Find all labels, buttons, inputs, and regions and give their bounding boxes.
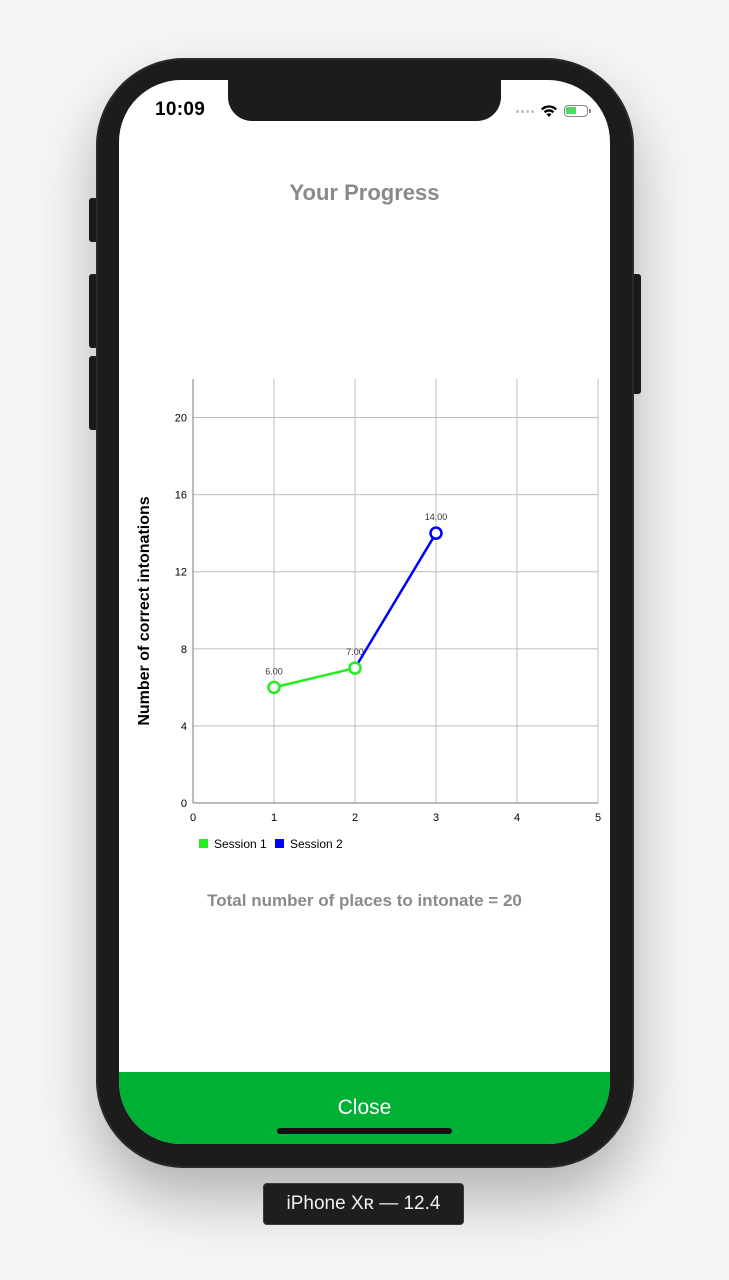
battery-charging-icon <box>564 105 591 117</box>
legend-label-1: Session 1 <box>214 837 267 851</box>
x-tick-label-4: 4 <box>514 812 520 824</box>
x-tick-label-2: 2 <box>352 812 358 824</box>
legend-swatch-1 <box>199 839 208 848</box>
data-point-s2-2 <box>429 526 443 540</box>
legend-label-2: Session 2 <box>290 837 343 851</box>
status-icons <box>516 101 591 121</box>
close-button-label: Close <box>337 1096 392 1119</box>
legend-swatch-2 <box>275 839 284 848</box>
data-label-s2-2: 14.00 <box>425 512 448 522</box>
data-label-s1-2: 7.00 <box>346 647 364 657</box>
y-axis-label: Number of correct intonations <box>136 496 153 725</box>
signal-icon <box>516 109 534 113</box>
y-tick-label-0: 0 <box>181 798 187 810</box>
y-tick-label-12: 12 <box>175 567 187 579</box>
x-tick-label-0: 0 <box>190 812 196 824</box>
y-tick-label-8: 8 <box>181 644 187 656</box>
data-label-s1-1: 6.00 <box>265 666 283 676</box>
device-label: iPhone Xʀ — 12.4 <box>263 1183 464 1225</box>
home-indicator <box>277 1128 452 1134</box>
notch <box>228 80 501 121</box>
power-button <box>632 274 641 394</box>
page-title: Your Progress <box>289 180 440 205</box>
status-time: 10:09 <box>155 99 206 120</box>
volume-up-button <box>89 274 98 348</box>
x-tick-label-1: 1 <box>271 812 277 824</box>
volume-down-button <box>89 356 98 430</box>
data-point-s1-1 <box>267 680 281 695</box>
total-places-text: Total number of places to intonate = 20 <box>207 891 522 910</box>
series-line-2 <box>353 532 438 669</box>
wifi-icon <box>541 105 557 117</box>
y-tick-label-4: 4 <box>181 721 187 733</box>
x-tick-label-5: 5 <box>595 812 601 824</box>
x-tick-label-3: 3 <box>433 812 439 824</box>
y-tick-label-16: 16 <box>175 490 187 502</box>
y-tick-label-20: 20 <box>175 413 187 425</box>
series-line-1 <box>273 666 356 689</box>
data-point-s1-2 <box>348 661 362 675</box>
silent-switch <box>89 198 98 242</box>
app-screen: 10:09 Your Progress 0 1 2 3 4 5 0 4 8 12 16 20 Numbe… <box>119 80 610 1144</box>
